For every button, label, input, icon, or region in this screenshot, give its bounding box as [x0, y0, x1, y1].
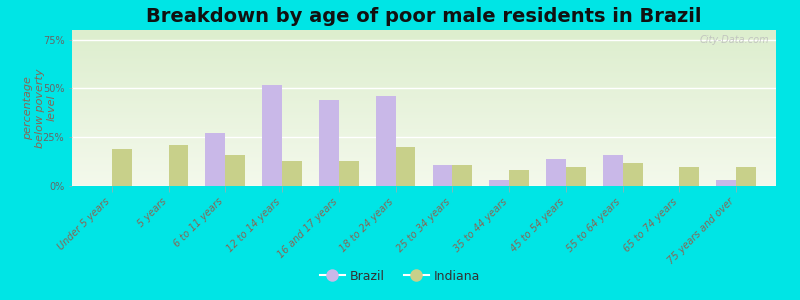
- Title: Breakdown by age of poor male residents in Brazil: Breakdown by age of poor male residents …: [146, 7, 702, 26]
- Legend: Brazil, Indiana: Brazil, Indiana: [315, 265, 485, 288]
- Bar: [566, 167, 586, 186]
- Bar: [509, 170, 529, 186]
- Bar: [546, 159, 566, 186]
- Bar: [226, 155, 245, 186]
- Bar: [112, 149, 132, 186]
- Bar: [622, 163, 642, 186]
- Bar: [169, 145, 188, 186]
- Y-axis label: percentage
below poverty
level: percentage below poverty level: [23, 68, 57, 148]
- Bar: [490, 180, 509, 186]
- Bar: [339, 161, 358, 186]
- Bar: [206, 133, 226, 186]
- Bar: [396, 147, 415, 186]
- Bar: [716, 180, 736, 186]
- Bar: [376, 96, 396, 186]
- Bar: [679, 167, 699, 186]
- Bar: [319, 100, 339, 186]
- Bar: [736, 167, 756, 186]
- Bar: [433, 164, 452, 186]
- Text: City-Data.com: City-Data.com: [699, 35, 769, 45]
- Bar: [282, 161, 302, 186]
- Bar: [603, 155, 622, 186]
- Bar: [452, 164, 472, 186]
- Bar: [262, 85, 282, 186]
